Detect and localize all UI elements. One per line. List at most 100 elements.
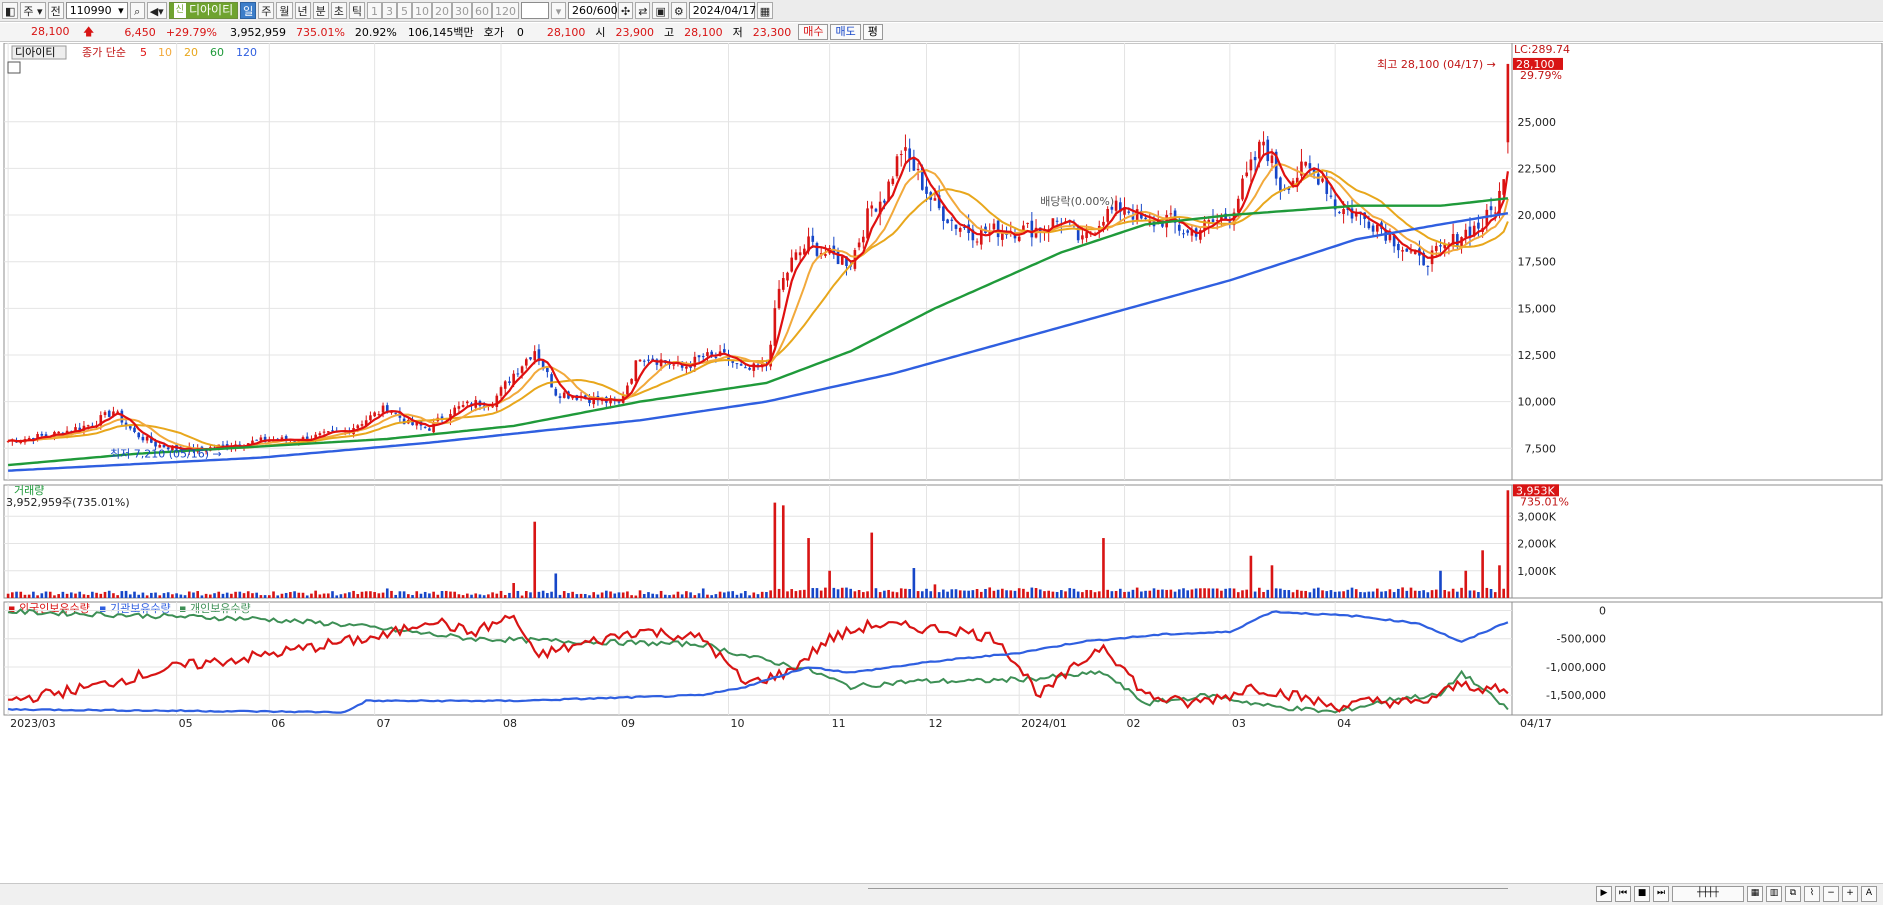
- volume-bar: [937, 592, 941, 598]
- prev-button[interactable]: 전: [47, 2, 64, 19]
- volume-bar: [444, 590, 448, 598]
- interval-custom-input[interactable]: [521, 2, 549, 19]
- candle: [524, 359, 528, 366]
- volume-bar: [162, 593, 166, 598]
- volume-bar: [390, 590, 393, 598]
- interval-button-20[interactable]: 20: [432, 2, 452, 19]
- scroll-track[interactable]: [868, 888, 1508, 899]
- interval-button-1[interactable]: 1: [367, 2, 382, 19]
- candle: [617, 401, 621, 403]
- candle: [1489, 206, 1493, 211]
- zoom-out-icon[interactable]: −: [1823, 886, 1839, 902]
- volume-bar: [204, 593, 208, 598]
- volume-bar: [1089, 590, 1093, 598]
- period-tab-4[interactable]: 분: [312, 2, 329, 19]
- save-icon[interactable]: ▣: [652, 2, 669, 19]
- volume-bar: [1426, 592, 1430, 598]
- play-icon[interactable]: ▶: [1596, 886, 1612, 902]
- chevron-down-icon[interactable]: ▾: [118, 4, 124, 17]
- candle: [133, 427, 136, 433]
- layout-icon[interactable]: ▥: [1766, 886, 1782, 902]
- settings-icon[interactable]: ⚙: [670, 2, 687, 19]
- volume-bar: [1034, 588, 1038, 598]
- candle: [103, 412, 107, 416]
- interval-button-10[interactable]: 10: [412, 2, 432, 19]
- stock-chart[interactable]: 2023/03 05 06 07 08 09 10 11 12 2024/01 02 03 04 04/1…: [0, 43, 1883, 883]
- candle: [57, 431, 60, 434]
- candle: [1001, 231, 1004, 240]
- rewind-icon[interactable]: ⏮: [1615, 886, 1631, 902]
- candle: [1177, 224, 1181, 231]
- panel-toggle-icon[interactable]: ◧: [2, 2, 19, 19]
- copy-icon[interactable]: ⧉: [1785, 886, 1801, 902]
- period-tab-2[interactable]: 월: [276, 2, 293, 19]
- period-tab-5[interactable]: 초: [330, 2, 347, 19]
- candle: [899, 154, 903, 156]
- candle: [752, 363, 756, 371]
- ma10-line: [7, 163, 1509, 451]
- volume-bar: [1460, 587, 1463, 598]
- grid-icon[interactable]: ▦: [1747, 886, 1763, 902]
- interval-dropdown[interactable]: ▾: [551, 2, 566, 19]
- interval-button-60[interactable]: 60: [472, 2, 492, 19]
- period-tab-1[interactable]: 주: [258, 2, 275, 19]
- crosshair-icon[interactable]: ✣: [618, 2, 634, 19]
- interval-button-5[interactable]: 5: [397, 2, 412, 19]
- volume-bar: [1043, 591, 1046, 598]
- eval-button[interactable]: 평: [862, 24, 883, 40]
- candle: [1321, 178, 1324, 182]
- stop-icon[interactable]: ■: [1634, 886, 1650, 902]
- stock-code-input[interactable]: 110990 ▾: [65, 2, 128, 19]
- stock-name-box[interactable]: 신 디아이티: [168, 2, 239, 19]
- speaker-icon[interactable]: ◀▾: [146, 2, 167, 19]
- candle: [874, 208, 878, 212]
- volume-bar: [904, 588, 907, 598]
- volume-bar: [1203, 588, 1206, 598]
- interval-button-3[interactable]: 3: [382, 2, 397, 19]
- period-tab-6[interactable]: 틱: [348, 2, 365, 19]
- count-input[interactable]: 260/600: [568, 2, 618, 19]
- volume-bar: [1232, 588, 1236, 598]
- compare-icon[interactable]: ⇄: [635, 2, 651, 19]
- low-annotation: 최저 7,210 (05/16) →: [110, 448, 222, 461]
- candle: [428, 428, 431, 431]
- candle: [1447, 243, 1451, 245]
- candle: [798, 252, 802, 256]
- volume-bar: [322, 593, 326, 598]
- search-icon[interactable]: ⌕: [129, 2, 145, 19]
- candle: [120, 410, 124, 423]
- date-input[interactable]: 2024/04/17: [688, 2, 756, 19]
- candle: [44, 434, 48, 437]
- font-icon[interactable]: A: [1861, 886, 1877, 902]
- zoom-slider[interactable]: ┼┼┼┼: [1672, 886, 1744, 902]
- ask-price: 28,100: [546, 25, 586, 39]
- candle: [36, 434, 39, 441]
- period-tab-0[interactable]: 일: [240, 2, 257, 19]
- candle: [701, 356, 705, 358]
- period-tab-3[interactable]: 년: [294, 2, 311, 19]
- calendar-icon[interactable]: ▦: [756, 2, 774, 19]
- interval-button-120[interactable]: 120: [492, 2, 519, 19]
- volume-bar: [1321, 590, 1324, 598]
- stock-code-value: 110990: [69, 4, 112, 17]
- chart-type-icon[interactable]: ⌇: [1804, 886, 1820, 902]
- candle: [1434, 245, 1438, 251]
- forward-icon[interactable]: ⏭: [1653, 886, 1669, 902]
- sell-button[interactable]: 매도: [830, 24, 861, 40]
- volume-bar: [1472, 590, 1476, 598]
- zoom-in-icon[interactable]: +: [1842, 886, 1858, 902]
- candle: [107, 410, 111, 417]
- volume-bar: [832, 587, 836, 598]
- candle: [1182, 233, 1185, 235]
- volume-bar: [554, 573, 558, 598]
- candle: [158, 444, 162, 448]
- interval-button-30[interactable]: 30: [452, 2, 472, 19]
- candle: [550, 374, 553, 388]
- period-select[interactable]: 주 ▾: [20, 2, 46, 19]
- candle: [1241, 178, 1244, 200]
- volume-bar: [61, 591, 65, 598]
- buy-button[interactable]: 매수: [798, 24, 829, 40]
- volume-bar: [141, 592, 145, 598]
- volume-bar: [1249, 555, 1253, 598]
- candle: [1118, 202, 1122, 212]
